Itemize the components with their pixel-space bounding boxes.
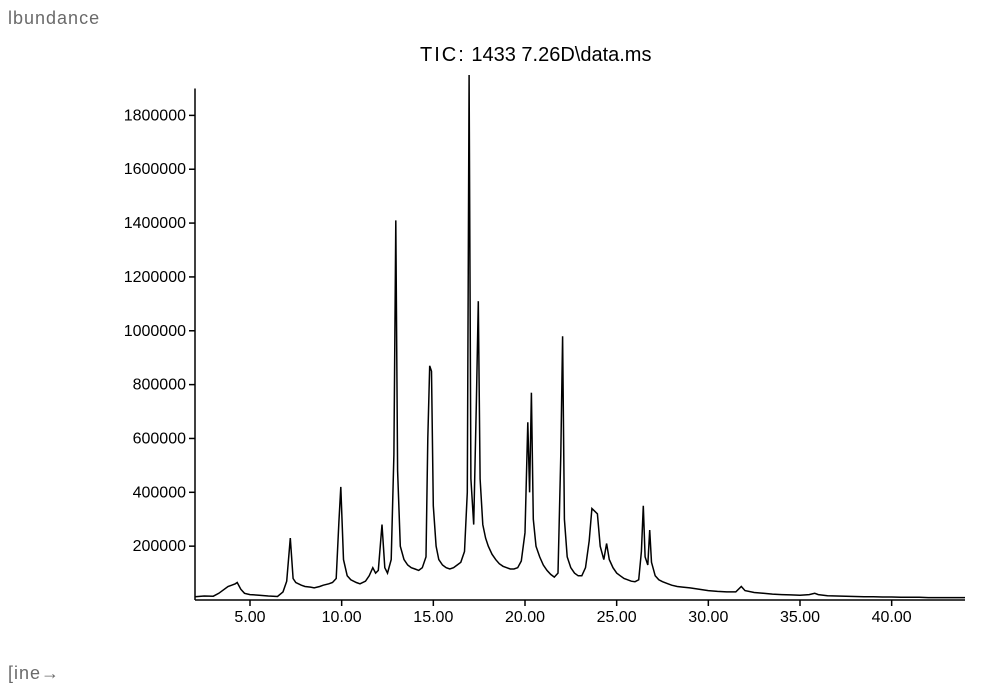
svg-text:35.00: 35.00 bbox=[780, 609, 820, 626]
svg-text:600000: 600000 bbox=[133, 430, 186, 447]
svg-text:800000: 800000 bbox=[133, 377, 186, 394]
plot-area: 200000 400000 600000 800000 1000000 1200000 14… bbox=[125, 70, 975, 630]
svg-text:1800000: 1800000 bbox=[125, 107, 186, 124]
chart-title-prefix: TIC: bbox=[420, 44, 466, 66]
svg-text:1000000: 1000000 bbox=[125, 323, 186, 340]
svg-text:5.00: 5.00 bbox=[234, 609, 265, 626]
svg-text:15.00: 15.00 bbox=[413, 609, 453, 626]
svg-text:1200000: 1200000 bbox=[125, 269, 186, 286]
svg-text:20.00: 20.00 bbox=[505, 609, 545, 626]
svg-text:1400000: 1400000 bbox=[125, 215, 186, 232]
svg-text:30.00: 30.00 bbox=[688, 609, 728, 626]
svg-text:200000: 200000 bbox=[133, 538, 186, 555]
chart-title: TIC: 1433 7.26D\data.ms bbox=[420, 44, 651, 67]
svg-text:10.00: 10.00 bbox=[322, 609, 362, 626]
chart-svg: 200000 400000 600000 800000 1000000 1200000 14… bbox=[125, 70, 975, 630]
svg-text:1600000: 1600000 bbox=[125, 161, 186, 178]
svg-text:400000: 400000 bbox=[133, 484, 186, 501]
y-axis-label: lbundance bbox=[8, 8, 100, 29]
chart-title-value: 1433 7.26D\data.ms bbox=[471, 44, 651, 66]
svg-text:25.00: 25.00 bbox=[597, 609, 637, 626]
svg-text:40.00: 40.00 bbox=[872, 609, 912, 626]
x-axis-label: [ine→ bbox=[8, 663, 60, 684]
chromatogram-chart: lbundance TIC: 1433 7.26D\data.ms 200000… bbox=[0, 0, 1000, 688]
